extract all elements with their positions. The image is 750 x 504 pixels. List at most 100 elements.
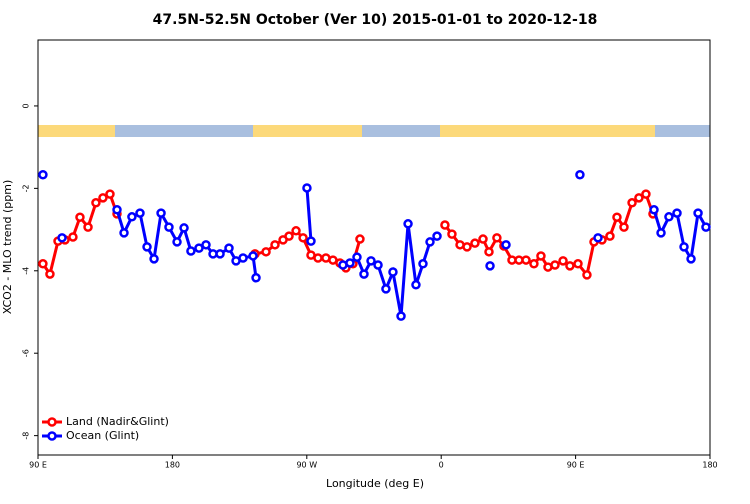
data-point (91, 198, 101, 208)
data-point (224, 243, 234, 253)
data-point (388, 267, 398, 277)
data-point (135, 208, 145, 218)
data-point (641, 189, 651, 199)
data-point (270, 240, 280, 250)
chart-title: 47.5N-52.5N October (Ver 10) 2015-01-01 … (153, 12, 598, 28)
data-point (484, 247, 494, 257)
data-point (68, 232, 78, 242)
x-axis-title: Longitude (deg E) (326, 477, 424, 490)
x-tick-label: 180 (702, 461, 717, 470)
data-point (201, 240, 211, 250)
data-point (649, 205, 659, 215)
x-tick-label: 90 E (29, 461, 47, 470)
data-point (634, 193, 644, 203)
data-point (403, 219, 413, 229)
data-point (440, 220, 450, 230)
data-point (418, 259, 428, 269)
y-tick-label: -8 (22, 432, 31, 440)
data-point (194, 243, 204, 253)
data-point (156, 208, 166, 218)
data-point (251, 273, 261, 283)
data-point (164, 222, 174, 232)
y-tick-label: -6 (22, 349, 31, 357)
data-point (38, 170, 48, 180)
data-point (478, 234, 488, 244)
data-point (565, 261, 575, 271)
data-point (83, 222, 93, 232)
data-point (582, 270, 592, 280)
data-point (313, 253, 323, 263)
data-point (373, 260, 383, 270)
legend-label: Land (Nadir&Glint) (66, 415, 169, 428)
y-tick-label: -4 (22, 267, 31, 275)
data-point (686, 254, 696, 264)
data-point (550, 260, 560, 270)
data-point (38, 259, 48, 269)
data-point (605, 231, 615, 241)
data-point (45, 269, 55, 279)
legend-label: Ocean (Glint) (66, 429, 139, 442)
data-point (672, 208, 682, 218)
data-point (215, 249, 225, 259)
data-point (302, 183, 312, 193)
data-point (142, 242, 152, 252)
data-point (619, 222, 629, 232)
data-point (105, 189, 115, 199)
data-point (186, 246, 196, 256)
data-point (485, 261, 495, 271)
legend-marker (47, 417, 57, 427)
data-point (396, 311, 406, 321)
data-point (75, 212, 85, 222)
data-point (447, 229, 457, 239)
data-point (355, 234, 365, 244)
data-point (119, 228, 129, 238)
data-point (179, 223, 189, 233)
data-point (470, 238, 480, 248)
y-tick-label: 0 (22, 103, 31, 108)
y-axis-title: XCO2 - MLO trend (ppm) (1, 180, 14, 315)
data-point (149, 254, 159, 264)
data-point (679, 242, 689, 252)
ocean-band (655, 125, 710, 137)
data-point (359, 269, 369, 279)
ocean-band (362, 125, 440, 137)
x-tick-label: 90 E (567, 461, 585, 470)
data-point (529, 259, 539, 269)
data-point (573, 259, 583, 269)
data-point (492, 233, 502, 243)
data-point (366, 256, 376, 266)
data-point (612, 212, 622, 222)
plot-frame (37, 39, 711, 456)
data-point (462, 242, 472, 252)
data-point (627, 198, 637, 208)
data-point (172, 237, 182, 247)
x-tick-label: 90 W (296, 461, 317, 470)
data-point (411, 280, 421, 290)
data-point (306, 236, 316, 246)
data-point (248, 251, 258, 261)
data-point (352, 252, 362, 262)
data-point (298, 233, 308, 243)
data-point (501, 240, 511, 250)
y-tick-label: -2 (22, 184, 31, 192)
data-point (425, 237, 435, 247)
legend-marker (47, 431, 57, 441)
data-point (432, 231, 442, 241)
data-point (521, 255, 531, 265)
x-tick-label: 0 (439, 461, 444, 470)
data-point (664, 212, 674, 222)
data-point (345, 258, 355, 268)
data-point (112, 205, 122, 215)
x-tick-label: 180 (165, 461, 180, 470)
data-point (575, 170, 585, 180)
data-point (291, 226, 301, 236)
data-point (593, 233, 603, 243)
data-point (558, 256, 568, 266)
data-point (57, 233, 67, 243)
data-point (381, 284, 391, 294)
data-point (536, 251, 546, 261)
data-point (693, 208, 703, 218)
data-point (656, 228, 666, 238)
data-point (127, 212, 137, 222)
